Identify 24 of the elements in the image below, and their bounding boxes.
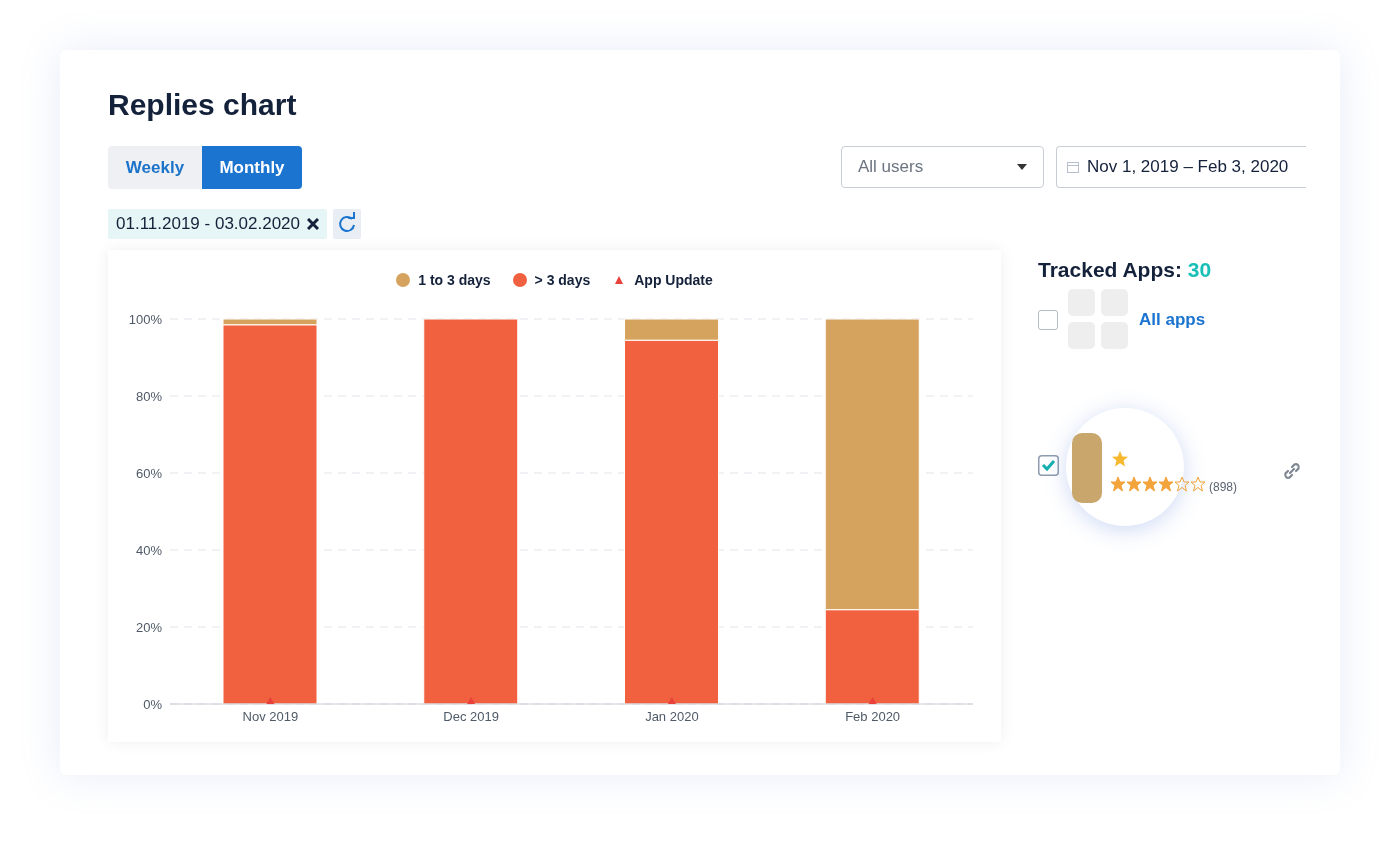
y-tick-label: 60% [135, 465, 163, 481]
x-tick-label: Jan 2020 [645, 709, 699, 725]
x-tick-label: Nov 2019 [242, 709, 299, 725]
y-tick-label: 20% [135, 619, 163, 635]
text: Weekly [108, 146, 202, 189]
y-tick-label: 80% [135, 388, 163, 404]
text: All apps [1139, 310, 1206, 330]
y-tick-label: 0% [143, 696, 163, 712]
y-tick-label: 100% [128, 311, 163, 327]
x-tick-label: Feb 2020 [845, 709, 901, 725]
text: 30 [1187, 258, 1212, 281]
x-tick-label: Dec 2019 [443, 709, 499, 725]
bar [423, 319, 519, 704]
text: All users [858, 157, 925, 177]
text: Tracked Apps: [1038, 258, 1182, 281]
text: (898) [1209, 480, 1238, 494]
y-tick-label: 40% [135, 542, 163, 558]
text: Monthly [202, 146, 302, 189]
legend-label: 1 to 3 days [418, 272, 491, 288]
text: 01.11.2019 - 03.02.2020 [116, 214, 301, 234]
legend-label: > 3 days [534, 272, 591, 288]
chart-title: Replies chart [108, 88, 297, 122]
text: Nov 1, 2019 – Feb 3, 2020 [1087, 157, 1289, 177]
legend-label: App Update [634, 272, 713, 288]
